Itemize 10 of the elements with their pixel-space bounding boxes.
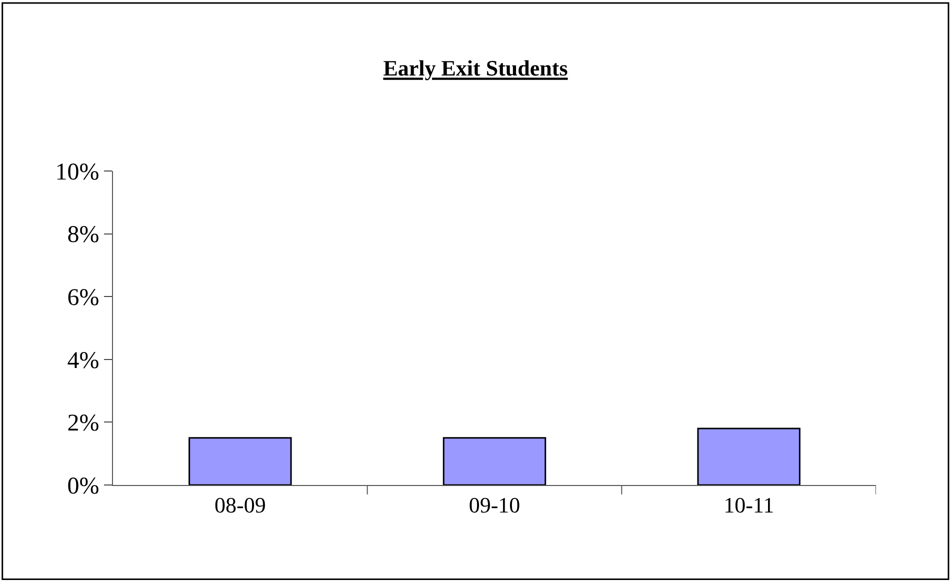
y-tick-label: 10% <box>55 159 100 186</box>
y-tick-label: 8% <box>67 222 100 248</box>
y-tick-label: 6% <box>67 285 100 311</box>
x-tick-label: 08-09 <box>214 492 266 518</box>
y-tick-label: 0% <box>67 473 100 500</box>
y-tick-label: 4% <box>67 348 100 374</box>
chart-title: Early Exit Students <box>383 56 568 81</box>
x-tick-label: 09-10 <box>468 492 520 518</box>
x-tick-label: 10-11 <box>724 492 774 518</box>
y-tick-label: 2% <box>67 410 100 437</box>
